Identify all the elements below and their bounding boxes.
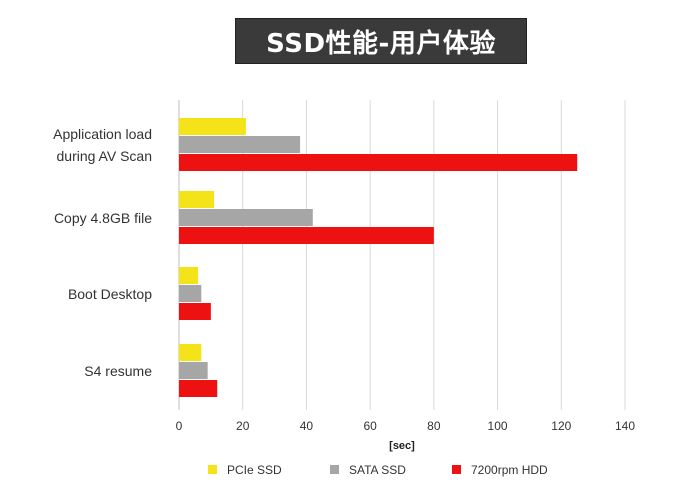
- category-label: Boot Desktop: [68, 286, 152, 302]
- category-label: during AV Scan: [57, 148, 152, 164]
- bar-pcie-ssd-boot-desktop: [179, 267, 199, 284]
- x-tick-label: 0: [176, 419, 183, 433]
- x-tick-label: 80: [427, 419, 441, 433]
- bar-sata-ssd-boot-desktop: [179, 285, 202, 302]
- x-tick-label: 20: [236, 419, 250, 433]
- x-tick-label: 60: [363, 419, 377, 433]
- x-axis-title: [sec]: [389, 440, 415, 452]
- bar-7200rpm-hdd-application-load-during-av-scan: [179, 154, 578, 171]
- bar-pcie-ssd-s4-resume: [179, 344, 202, 361]
- legend-label-pcie-ssd: PCIe SSD: [227, 463, 282, 477]
- x-tick-label: 100: [488, 419, 508, 433]
- x-tick-label: 140: [615, 419, 635, 433]
- bar-pcie-ssd-application-load-during-av-scan: [179, 118, 246, 135]
- bar-7200rpm-hdd-copy-4-8gb-file: [179, 227, 434, 244]
- legend-swatch-sata-ssd: [330, 465, 339, 474]
- legend-label-7200rpm-hdd: 7200rpm HDD: [471, 463, 548, 477]
- chart-title: SSD性能-用户体验: [266, 28, 496, 59]
- legend-label-sata-ssd: SATA SSD: [349, 463, 406, 477]
- bar-7200rpm-hdd-s4-resume: [179, 380, 218, 397]
- legend-swatch-pcie-ssd: [208, 465, 217, 474]
- bar-7200rpm-hdd-boot-desktop: [179, 303, 211, 320]
- bar-sata-ssd-copy-4-8gb-file: [179, 209, 313, 226]
- chart-title-banner: SSD性能-用户体验: [236, 19, 526, 63]
- bar-sata-ssd-s4-resume: [179, 362, 208, 379]
- category-label: S4 resume: [84, 363, 152, 379]
- bar-sata-ssd-application-load-during-av-scan: [179, 136, 301, 153]
- legend-swatch-7200rpm-hdd: [452, 465, 461, 474]
- x-tick-label: 40: [300, 419, 314, 433]
- category-label: Application load: [53, 126, 152, 142]
- bar-pcie-ssd-copy-4-8gb-file: [179, 191, 215, 208]
- x-tick-label: 120: [551, 419, 571, 433]
- category-label: Copy 4.8GB file: [54, 210, 152, 226]
